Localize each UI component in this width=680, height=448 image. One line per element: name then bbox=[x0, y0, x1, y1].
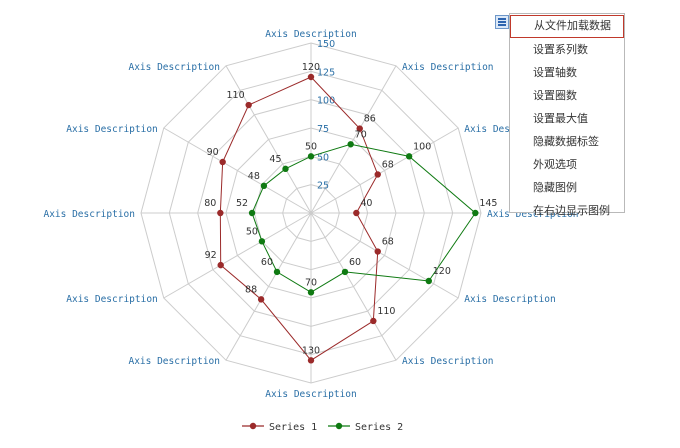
axis-label: Axis Description bbox=[43, 209, 135, 220]
tick-label: 25 bbox=[317, 181, 329, 192]
legend-item-1[interactable]: Series 1 bbox=[242, 422, 317, 433]
legend-label: Series 1 bbox=[269, 422, 317, 433]
series-2: 50 70 100 145 120 60 70 60 50 52 48 45 bbox=[236, 129, 497, 296]
menu-icon[interactable] bbox=[495, 15, 509, 29]
axis-spoke bbox=[310, 127, 459, 214]
data-point bbox=[258, 238, 266, 245]
data-label: 110 bbox=[377, 306, 395, 317]
tick-label: 125 bbox=[317, 67, 335, 78]
menu-item-legend-right[interactable]: 在右边显示图例 bbox=[533, 204, 610, 217]
tick-label: 100 bbox=[317, 96, 335, 107]
data-label: 120 bbox=[433, 266, 451, 277]
chart-context-menu: 从文件加载数据 设置系列数 设置轴数 设置圈数 设置最大值 隐藏数据标签 外观选… bbox=[509, 13, 625, 217]
data-label: 130 bbox=[302, 345, 320, 356]
axis-spoke bbox=[225, 65, 312, 214]
data-label: 60 bbox=[261, 257, 273, 268]
tick-label: 150 bbox=[317, 39, 335, 50]
menu-item-set-series-count[interactable]: 设置系列数 bbox=[533, 43, 588, 56]
radar-axes bbox=[141, 43, 481, 383]
data-label: 145 bbox=[479, 198, 497, 209]
legend-label: Series 2 bbox=[355, 422, 403, 433]
data-point bbox=[307, 357, 315, 364]
menu-item-set-max-value[interactable]: 设置最大值 bbox=[533, 112, 588, 125]
axis-label: Axis Description bbox=[402, 62, 494, 73]
data-point bbox=[356, 125, 363, 132]
legend[interactable]: Series 1 Series 2 bbox=[242, 422, 403, 433]
radial-tick-labels: 25 50 75 100 125 150 bbox=[317, 39, 335, 192]
data-point bbox=[374, 171, 381, 178]
data-label: 86 bbox=[364, 114, 376, 125]
data-label: 70 bbox=[355, 129, 367, 140]
data-label: 110 bbox=[227, 90, 245, 101]
axis-label: Axis Description bbox=[66, 294, 158, 305]
axis-label: Axis Description bbox=[402, 356, 494, 367]
axis-label: Axis Description bbox=[265, 389, 357, 400]
data-label: 68 bbox=[382, 237, 394, 248]
series-1: 120 86 68 40 68 110 130 88 92 80 90 110 bbox=[204, 62, 395, 364]
axis-label: Axis Description bbox=[265, 29, 357, 40]
data-point bbox=[374, 248, 381, 255]
menu-item-set-ring-count[interactable]: 设置圈数 bbox=[533, 89, 577, 102]
data-label: 50 bbox=[305, 141, 317, 152]
axis-labels: Axis Description Axis Description Axis Des… bbox=[43, 29, 578, 400]
legend-marker bbox=[249, 422, 257, 430]
data-point bbox=[307, 73, 315, 81]
axis-label: Axis Description bbox=[128, 356, 220, 367]
data-point bbox=[425, 277, 432, 285]
data-point bbox=[307, 289, 315, 296]
legend-marker bbox=[335, 422, 343, 430]
tick-label: 50 bbox=[317, 152, 329, 163]
axis-spoke bbox=[310, 212, 397, 361]
axis-spoke bbox=[163, 212, 312, 299]
radar-series: 120 86 68 40 68 110 130 88 92 80 90 110 50 70 100 145 12… bbox=[204, 62, 497, 364]
data-label: 80 bbox=[204, 198, 216, 209]
data-point bbox=[245, 101, 252, 109]
data-label: 100 bbox=[413, 141, 431, 152]
data-point bbox=[219, 158, 226, 166]
data-point bbox=[353, 209, 360, 217]
axis-spoke bbox=[163, 127, 312, 214]
data-label: 45 bbox=[269, 154, 281, 165]
data-point bbox=[273, 268, 281, 276]
data-point bbox=[347, 141, 354, 148]
data-point bbox=[341, 268, 349, 276]
data-label: 50 bbox=[246, 226, 258, 237]
axis-label: Axis Description bbox=[487, 209, 579, 220]
data-point bbox=[217, 261, 224, 269]
data-label: 70 bbox=[305, 277, 317, 288]
data-label: 48 bbox=[248, 171, 260, 182]
legend-item-2[interactable]: Series 2 bbox=[328, 422, 403, 433]
axis-label: Axis Description bbox=[66, 124, 158, 135]
series-line bbox=[219, 76, 379, 361]
axis-spoke bbox=[310, 65, 397, 214]
menu-item-load-data[interactable]: 从文件加载数据 bbox=[510, 15, 624, 38]
data-point bbox=[307, 153, 315, 160]
data-label: 120 bbox=[302, 62, 320, 73]
data-label: 90 bbox=[207, 147, 219, 158]
menu-item-hide-legend[interactable]: 隐藏图例 bbox=[533, 181, 577, 194]
menu-item-appearance-options[interactable]: 外观选项 bbox=[533, 158, 577, 171]
data-point bbox=[260, 182, 268, 189]
data-point bbox=[370, 317, 377, 325]
data-label: 88 bbox=[245, 284, 257, 295]
data-label: 52 bbox=[236, 198, 248, 209]
menu-item-hide-data-labels[interactable]: 隐藏数据标签 bbox=[533, 135, 599, 148]
data-label: 40 bbox=[360, 198, 372, 209]
data-point bbox=[257, 296, 265, 303]
tick-label: 75 bbox=[317, 124, 329, 135]
axis-label: Axis Description bbox=[128, 62, 220, 73]
axis-spoke bbox=[310, 212, 459, 299]
data-label: 60 bbox=[349, 257, 361, 268]
data-label: 92 bbox=[205, 250, 217, 261]
data-label: 68 bbox=[382, 159, 394, 170]
axis-label: Axis Description bbox=[464, 294, 556, 305]
menu-item-set-axis-count[interactable]: 设置轴数 bbox=[533, 66, 577, 79]
data-point bbox=[248, 209, 256, 217]
data-point bbox=[472, 209, 479, 217]
data-point bbox=[405, 153, 413, 160]
data-point bbox=[282, 165, 289, 173]
data-point bbox=[217, 209, 224, 217]
axis-spoke bbox=[225, 212, 312, 361]
